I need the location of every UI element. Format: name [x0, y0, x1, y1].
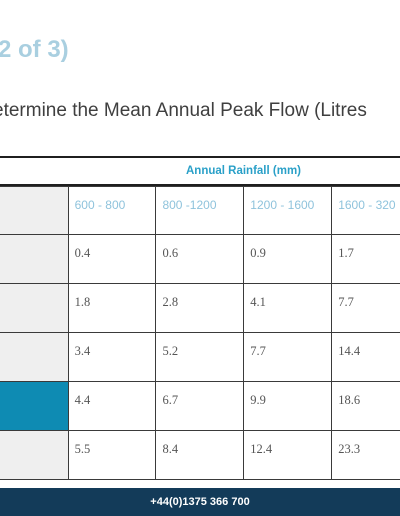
- table-cell: 0.6: [155, 234, 245, 284]
- column-header: 00: [0, 186, 69, 235]
- table-cell: 12.4: [243, 430, 333, 480]
- table-row: 2 5.5 8.4 12.4 23.3: [0, 430, 400, 480]
- table-top-rule: [0, 156, 400, 158]
- row-label-cell: 6: [0, 332, 69, 382]
- table-cell: 4.1: [243, 283, 333, 333]
- table-header-row: 00 600 - 800 800 -1200 1200 - 1600 1600 …: [0, 186, 400, 235]
- row-label-cell: 3: [0, 234, 69, 284]
- table-cell: 7.7: [331, 283, 400, 333]
- table-row: 3 0.4 0.6 0.9 1.7: [0, 234, 400, 284]
- table-cell: 2.8: [155, 283, 245, 333]
- table-cell: 1.7: [331, 234, 400, 284]
- column-header: 1200 - 1600: [243, 186, 333, 235]
- table-cell: 18.6: [331, 381, 400, 431]
- table-cell: 8.4: [155, 430, 245, 480]
- table-cell: 9.9: [243, 381, 333, 431]
- table-cell: 0.9: [243, 234, 333, 284]
- table-row: 6 3.4 5.2 7.7 14.4: [0, 332, 400, 382]
- rainfall-table: Annual Rainfall (mm) 00 600 - 800 800 -1…: [0, 156, 400, 480]
- table-group-header: Annual Rainfall (mm): [0, 158, 400, 184]
- annual-rainfall-header: Annual Rainfall (mm): [186, 165, 302, 177]
- table-cell: 14.4: [331, 332, 400, 382]
- table-cell: 7.7: [243, 332, 333, 382]
- table-header-rule: [0, 184, 400, 186]
- row-label-cell: 4: [0, 283, 69, 333]
- column-header: 600 - 800: [67, 186, 157, 235]
- row-label-cell: 2: [0, 430, 69, 480]
- table-cell: 5.5: [67, 430, 157, 480]
- table-cell: 5.2: [155, 332, 245, 382]
- slide-heading: 2 of 3): [0, 36, 69, 63]
- highlighted-row-label-cell: 8: [0, 381, 69, 431]
- table-cell: 1.8: [67, 283, 157, 333]
- slide-subtitle: etermine the Mean Annual Peak Flow (Litr…: [0, 100, 367, 121]
- table-cell: 3.4: [67, 332, 157, 382]
- column-header: 800 -1200: [155, 186, 245, 235]
- table-row: 4 1.8 2.8 4.1 7.7: [0, 283, 400, 333]
- footer-bar: +44(0)1375 366 700: [0, 488, 400, 516]
- table-cell: 4.4: [67, 381, 157, 431]
- footer-phone: +44(0)1375 366 700: [150, 496, 250, 508]
- table-cell: 23.3: [331, 430, 400, 480]
- table-row-highlighted: 8 4.4 6.7 9.9 18.6: [0, 381, 400, 431]
- flow-table: 00 600 - 800 800 -1200 1200 - 1600 1600 …: [0, 186, 400, 480]
- table-cell: 6.7: [155, 381, 245, 431]
- table-cell: 0.4: [67, 234, 157, 284]
- column-header: 1600 - 320: [331, 186, 400, 235]
